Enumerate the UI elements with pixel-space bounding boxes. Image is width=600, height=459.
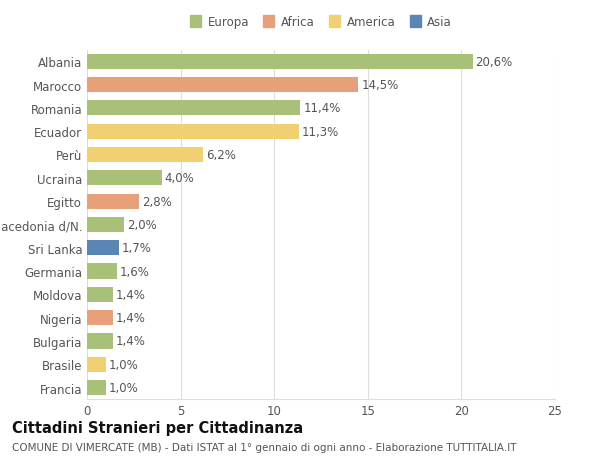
Bar [87,78,358,93]
Bar [87,101,301,116]
Text: 2,8%: 2,8% [142,195,172,208]
Bar [87,334,113,349]
Bar [87,218,124,232]
Bar [87,124,299,140]
Text: 1,4%: 1,4% [116,335,146,347]
Bar [87,148,203,162]
Bar [87,241,119,256]
Bar [87,264,117,279]
Bar [87,287,113,302]
Text: COMUNE DI VIMERCATE (MB) - Dati ISTAT al 1° gennaio di ogni anno - Elaborazione : COMUNE DI VIMERCATE (MB) - Dati ISTAT al… [12,442,517,452]
Text: 4,0%: 4,0% [164,172,194,185]
Text: 14,5%: 14,5% [361,79,398,92]
Bar [87,357,106,372]
Legend: Europa, Africa, America, Asia: Europa, Africa, America, Asia [190,16,452,29]
Text: 1,7%: 1,7% [122,242,152,255]
Bar [87,194,139,209]
Text: 1,0%: 1,0% [109,381,138,394]
Text: 2,0%: 2,0% [127,218,157,231]
Text: 1,4%: 1,4% [116,288,146,301]
Text: 11,3%: 11,3% [301,125,338,138]
Text: 6,2%: 6,2% [206,149,236,162]
Text: 1,6%: 1,6% [120,265,149,278]
Text: 1,4%: 1,4% [116,312,146,325]
Text: 11,4%: 11,4% [303,102,341,115]
Bar [87,310,113,325]
Text: 20,6%: 20,6% [475,56,512,68]
Bar [87,171,162,186]
Bar [87,55,473,70]
Bar [87,380,106,395]
Text: Cittadini Stranieri per Cittadinanza: Cittadini Stranieri per Cittadinanza [12,420,303,435]
Text: 1,0%: 1,0% [109,358,138,371]
